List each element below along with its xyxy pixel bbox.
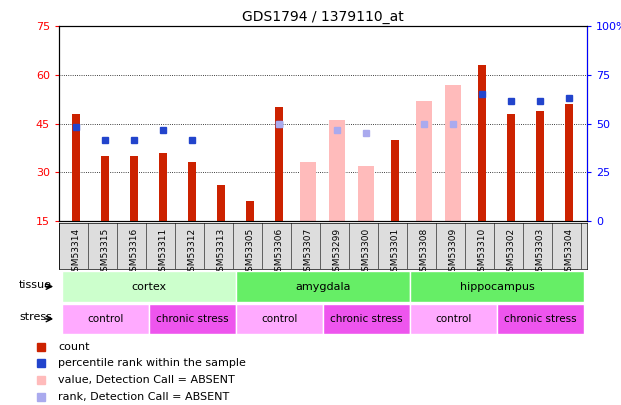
Bar xyxy=(537,111,545,221)
Text: GSM53304: GSM53304 xyxy=(565,228,574,277)
Text: control: control xyxy=(87,314,124,324)
Text: GSM53306: GSM53306 xyxy=(275,228,284,277)
Text: stress: stress xyxy=(19,312,52,322)
Text: value, Detection Call = ABSENT: value, Detection Call = ABSENT xyxy=(58,375,235,385)
Text: chronic stress: chronic stress xyxy=(330,314,403,324)
Bar xyxy=(330,120,345,221)
Text: rank, Detection Call = ABSENT: rank, Detection Call = ABSENT xyxy=(58,392,230,402)
Text: GSM53301: GSM53301 xyxy=(391,228,400,277)
Text: GSM53309: GSM53309 xyxy=(449,228,458,277)
Text: GSM53299: GSM53299 xyxy=(333,228,342,277)
Text: tissue: tissue xyxy=(19,280,52,290)
Text: GSM53313: GSM53313 xyxy=(217,228,226,277)
Bar xyxy=(236,304,323,334)
Text: GSM53308: GSM53308 xyxy=(420,228,429,277)
Text: chronic stress: chronic stress xyxy=(504,314,577,324)
Text: GSM53302: GSM53302 xyxy=(507,228,516,277)
Text: GSM53314: GSM53314 xyxy=(72,228,81,277)
Text: GSM53300: GSM53300 xyxy=(362,228,371,277)
Text: GSM53315: GSM53315 xyxy=(101,228,110,277)
Bar xyxy=(358,166,374,221)
Bar xyxy=(101,156,109,221)
Bar xyxy=(188,162,196,221)
Bar xyxy=(497,304,584,334)
Bar xyxy=(247,201,255,221)
Bar xyxy=(217,185,225,221)
Bar xyxy=(445,85,461,221)
Bar xyxy=(130,156,138,221)
Bar xyxy=(62,271,236,302)
Text: GSM53316: GSM53316 xyxy=(130,228,139,277)
Bar xyxy=(301,162,316,221)
Bar xyxy=(391,140,399,221)
Bar xyxy=(149,304,236,334)
Bar xyxy=(73,114,80,221)
Text: count: count xyxy=(58,341,90,352)
Bar xyxy=(62,304,149,334)
Bar xyxy=(507,114,515,221)
Bar xyxy=(160,153,168,221)
Bar xyxy=(410,271,584,302)
Text: cortex: cortex xyxy=(131,281,166,292)
Text: GSM53307: GSM53307 xyxy=(304,228,313,277)
Bar xyxy=(417,101,432,221)
Text: chronic stress: chronic stress xyxy=(156,314,229,324)
Text: control: control xyxy=(261,314,297,324)
Text: amygdala: amygdala xyxy=(295,281,351,292)
Text: hippocampus: hippocampus xyxy=(460,281,534,292)
Text: GSM53311: GSM53311 xyxy=(159,228,168,277)
Bar xyxy=(236,271,410,302)
Bar xyxy=(276,107,283,221)
Bar xyxy=(410,304,497,334)
Text: percentile rank within the sample: percentile rank within the sample xyxy=(58,358,247,368)
Text: GSM53303: GSM53303 xyxy=(536,228,545,277)
Title: GDS1794 / 1379110_at: GDS1794 / 1379110_at xyxy=(242,10,404,24)
Text: GSM53310: GSM53310 xyxy=(478,228,487,277)
Bar xyxy=(323,304,410,334)
Bar xyxy=(566,104,573,221)
Text: control: control xyxy=(435,314,471,324)
Text: GSM53305: GSM53305 xyxy=(246,228,255,277)
Text: GSM53312: GSM53312 xyxy=(188,228,197,277)
Bar xyxy=(478,65,486,221)
